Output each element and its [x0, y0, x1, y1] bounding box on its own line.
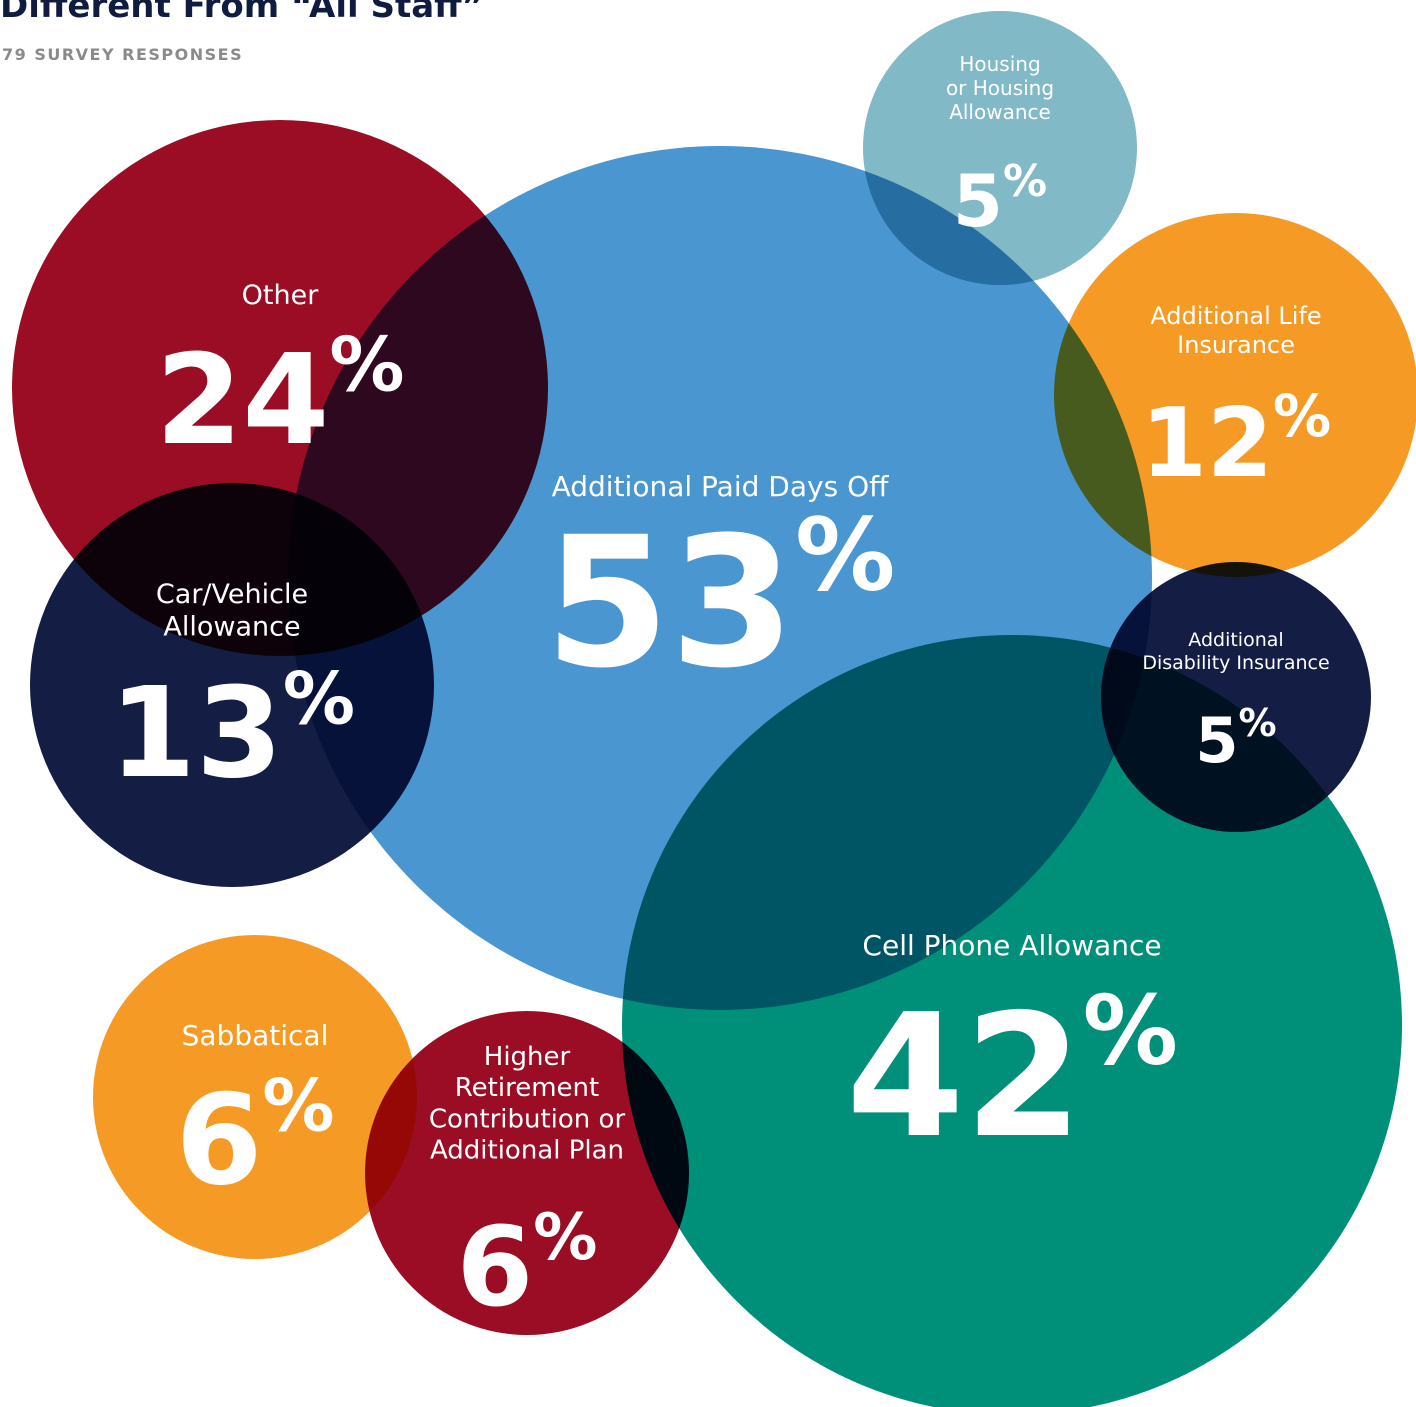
bubble-label-additional-life-insurance: Additional Life Insurance	[1150, 302, 1321, 359]
bubble-label-additional-disability-insurance: Additional Disability Insurance	[1142, 629, 1329, 674]
bubble-additional-life-insurance	[1054, 213, 1416, 577]
bubbles	[12, 11, 1416, 1407]
bubble-value-housing-or-housing-allowance: 5%	[953, 156, 1047, 243]
bubble-label-other: Other	[242, 280, 320, 311]
bubble-additional-disability-insurance	[1101, 562, 1371, 832]
bubble-label-housing-or-housing-allowance: Housing or Housing Allowance	[946, 52, 1054, 124]
bubble-value-higher-retirement-contribution-or-additional-plan: 6%	[457, 1201, 598, 1331]
bubble-label-sabbatical: Sabbatical	[182, 1019, 329, 1052]
bubble-housing-or-housing-allowance	[863, 11, 1137, 285]
bubble-label-additional-paid-days-off: Additional Paid Days Off	[552, 470, 890, 503]
bubble-value-additional-life-insurance: 12%	[1141, 382, 1331, 499]
bubble-value-additional-paid-days-off: 53%	[545, 496, 896, 708]
bubble-higher-retirement-contribution-or-additional-plan	[365, 1011, 689, 1335]
bubble-car-vehicle-allowance	[30, 483, 434, 887]
bubble-value-sabbatical: 6%	[175, 1064, 334, 1214]
chart-subtitle: 79 SURVEY RESPONSES	[2, 45, 244, 64]
bubble-value-cell-phone-allowance: 42%	[846, 977, 1178, 1176]
bubble-value-additional-disability-insurance: 5%	[1195, 701, 1276, 777]
bubble-sabbatical	[93, 935, 417, 1259]
chart-title: Different From “All Staff”	[0, 0, 485, 26]
bubble-label-car-vehicle-allowance: Car/Vehicle Allowance	[156, 579, 308, 642]
bubble-label-cell-phone-allowance: Cell Phone Allowance	[862, 929, 1161, 962]
bubble-value-other: 24%	[155, 321, 404, 474]
bubble-value-car-vehicle-allowance: 13%	[109, 657, 355, 807]
bubble-label-higher-retirement-contribution-or-additional-plan: Higher Retirement Contribution or Additiona…	[429, 1042, 626, 1166]
